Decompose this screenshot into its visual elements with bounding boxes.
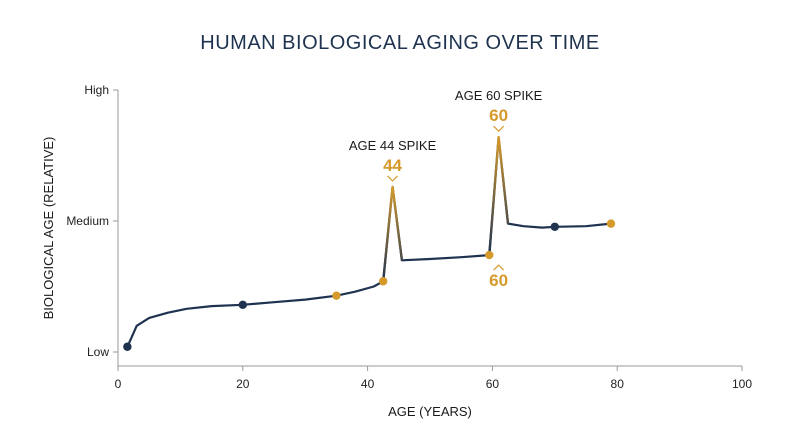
data-point xyxy=(606,219,616,228)
annotation-chevron xyxy=(387,175,398,182)
annotation-label: AGE 44 SPIKE xyxy=(349,138,437,153)
y-tick-label: Low xyxy=(87,345,109,359)
x-tick-label: 20 xyxy=(236,377,250,391)
spike-segment xyxy=(382,185,404,282)
x-tick-label: 60 xyxy=(486,377,500,391)
annotation-label: AGE 60 SPIKE xyxy=(455,88,543,103)
data-point xyxy=(332,291,341,300)
data-point xyxy=(485,250,494,260)
data-line xyxy=(126,136,612,348)
data-point xyxy=(123,342,132,351)
annotation-value: 60 xyxy=(489,271,508,290)
data-point xyxy=(238,300,247,310)
annotation-chevron xyxy=(493,264,505,271)
data-point xyxy=(379,277,388,286)
y-tick-label: Medium xyxy=(66,214,109,228)
y-axis-label: BIOLOGICAL AGE (RELATIVE) xyxy=(41,137,56,320)
spike-segment xyxy=(488,135,510,256)
x-tick-label: 0 xyxy=(115,377,122,391)
data-point xyxy=(550,222,559,231)
x-tick-label: 100 xyxy=(732,377,752,391)
chart-title: HUMAN BIOLOGICAL AGING OVER TIME xyxy=(200,32,600,54)
x-tick-label: 40 xyxy=(361,377,375,391)
annotation-value: 60 xyxy=(489,106,508,125)
y-tick-label: High xyxy=(84,83,109,97)
annotation-value: 44 xyxy=(383,156,402,175)
annotation-chevron xyxy=(493,125,505,133)
x-axis-label: AGE (YEARS) xyxy=(388,404,472,419)
x-tick-label: 80 xyxy=(611,377,625,391)
